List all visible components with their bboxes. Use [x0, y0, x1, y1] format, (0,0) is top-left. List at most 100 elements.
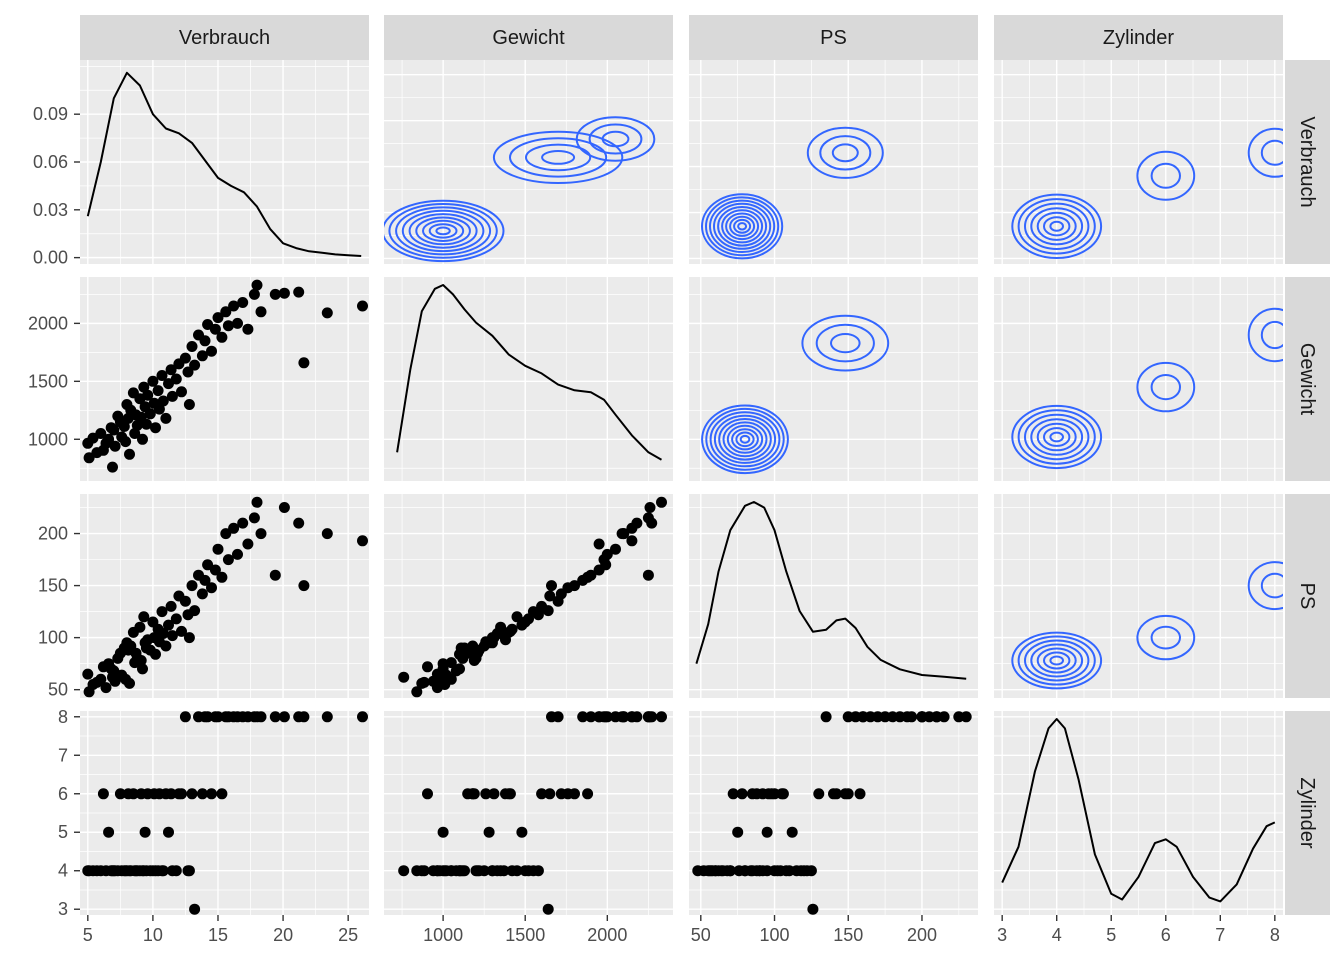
- panel-gewicht-verbrauch: [80, 277, 369, 481]
- strip-background: [689, 15, 978, 60]
- scatter-point: [160, 412, 172, 424]
- y-tick-label: 2000: [28, 313, 68, 333]
- y-axis-gewicht: 1000 1500 2000: [28, 313, 80, 449]
- scatter-point: [228, 300, 240, 312]
- scatter-point: [127, 788, 139, 800]
- scatter-point: [626, 535, 638, 547]
- y-tick-label: 100: [38, 628, 68, 648]
- scatter-point: [820, 711, 832, 723]
- scatter-point: [398, 671, 410, 683]
- density-contour: [1017, 198, 1096, 255]
- strip-label: PS: [820, 27, 847, 49]
- scatter-point: [103, 826, 115, 838]
- scatter-point: [100, 682, 112, 694]
- scatter-point: [156, 606, 168, 618]
- density-contour: [705, 407, 785, 471]
- scatter-point: [152, 385, 164, 397]
- density-contour: [1049, 655, 1064, 666]
- density-contour: [1030, 207, 1084, 246]
- y-tick-label: 5: [58, 822, 68, 842]
- density-contour: [1049, 431, 1064, 443]
- scatter-point: [593, 538, 605, 550]
- density-contour: [588, 123, 643, 155]
- panel-ps-ps: [689, 494, 978, 698]
- scatter-point: [483, 826, 495, 838]
- density-contour: [739, 434, 751, 444]
- strip-top-zylinder: Zylinder: [994, 15, 1283, 60]
- scatter-point: [422, 661, 433, 673]
- scatter-point: [82, 668, 94, 680]
- density-contour: [1024, 413, 1090, 461]
- strip-background: [1285, 494, 1330, 698]
- x-axis-ps: 50 100 150 200: [691, 915, 937, 945]
- scatter-point: [486, 632, 498, 644]
- scatter-point: [137, 663, 148, 675]
- scatter-point: [842, 711, 854, 723]
- strip-label: Zylinder: [1296, 777, 1318, 848]
- y-tick-label: 8: [58, 707, 68, 727]
- scatter-point: [176, 788, 187, 800]
- contour-group: [1011, 561, 1283, 690]
- panel-verbrauch-verbrauch: [80, 60, 369, 264]
- scatter-point: [542, 903, 554, 915]
- density-contour: [1043, 216, 1071, 237]
- y-tick-label: 200: [38, 524, 68, 544]
- density-contour: [1260, 320, 1283, 350]
- scatter-point: [179, 711, 191, 723]
- scatter-point: [183, 632, 195, 644]
- scatter-point: [179, 352, 191, 364]
- scatter-point: [202, 559, 214, 571]
- y-axis-zylinder: 3 4 5 6 7 8: [58, 707, 80, 919]
- strip-top-ps: PS: [689, 15, 978, 60]
- density-contour: [1043, 427, 1071, 447]
- scatter-point: [165, 600, 177, 612]
- scatter-point: [150, 422, 161, 434]
- scatter-point: [156, 370, 168, 381]
- scatter-point: [298, 580, 310, 592]
- scatter-point: [757, 788, 769, 800]
- strip-top-verbrauch: Verbrauch: [80, 15, 369, 60]
- strip-label: Gewicht: [1296, 343, 1318, 416]
- scatter-point: [278, 502, 290, 513]
- scatter-point: [786, 826, 798, 838]
- density-contour: [408, 213, 478, 249]
- scatter-point: [727, 788, 739, 800]
- scatter-point: [601, 711, 613, 723]
- density-contour: [1036, 211, 1077, 241]
- panels-layer: [80, 60, 1283, 915]
- y-axis-ps: 50 100 150 200: [38, 524, 80, 700]
- strip-label: Gewicht: [492, 27, 565, 49]
- scatter-point: [523, 865, 534, 877]
- x-tick-label: 10: [143, 925, 163, 945]
- density-contour: [831, 143, 859, 163]
- scatter-point: [532, 865, 544, 877]
- scatter-point: [434, 673, 446, 685]
- density-curve-zylinder: [1001, 718, 1276, 903]
- contour-group: [701, 314, 890, 475]
- scatter-point: [516, 826, 528, 838]
- density-contour: [508, 137, 608, 178]
- density-curve-gewicht: [396, 284, 662, 461]
- scatter-point: [163, 619, 174, 631]
- strip-background: [1285, 277, 1330, 481]
- scatter-point: [251, 279, 263, 291]
- density-contour: [1150, 162, 1182, 189]
- scatter-point: [293, 517, 305, 529]
- density-contour: [721, 209, 764, 244]
- x-tick-label: 8: [1270, 925, 1280, 945]
- density-contour: [729, 215, 756, 237]
- scatter-point: [610, 543, 621, 555]
- scatter-point: [278, 287, 290, 299]
- scatter-point: [216, 788, 228, 800]
- strip-background: [994, 15, 1283, 60]
- scatter-point: [321, 307, 333, 319]
- panel-ps-gewicht: [384, 494, 673, 698]
- density-contour: [1030, 643, 1084, 678]
- scatter-point: [183, 865, 195, 877]
- scatter-point: [140, 418, 152, 430]
- density-contour: [718, 418, 772, 461]
- density-contour: [1260, 572, 1283, 599]
- scatter-point: [616, 711, 628, 723]
- density-contour: [492, 130, 624, 184]
- scatter-point: [147, 375, 159, 387]
